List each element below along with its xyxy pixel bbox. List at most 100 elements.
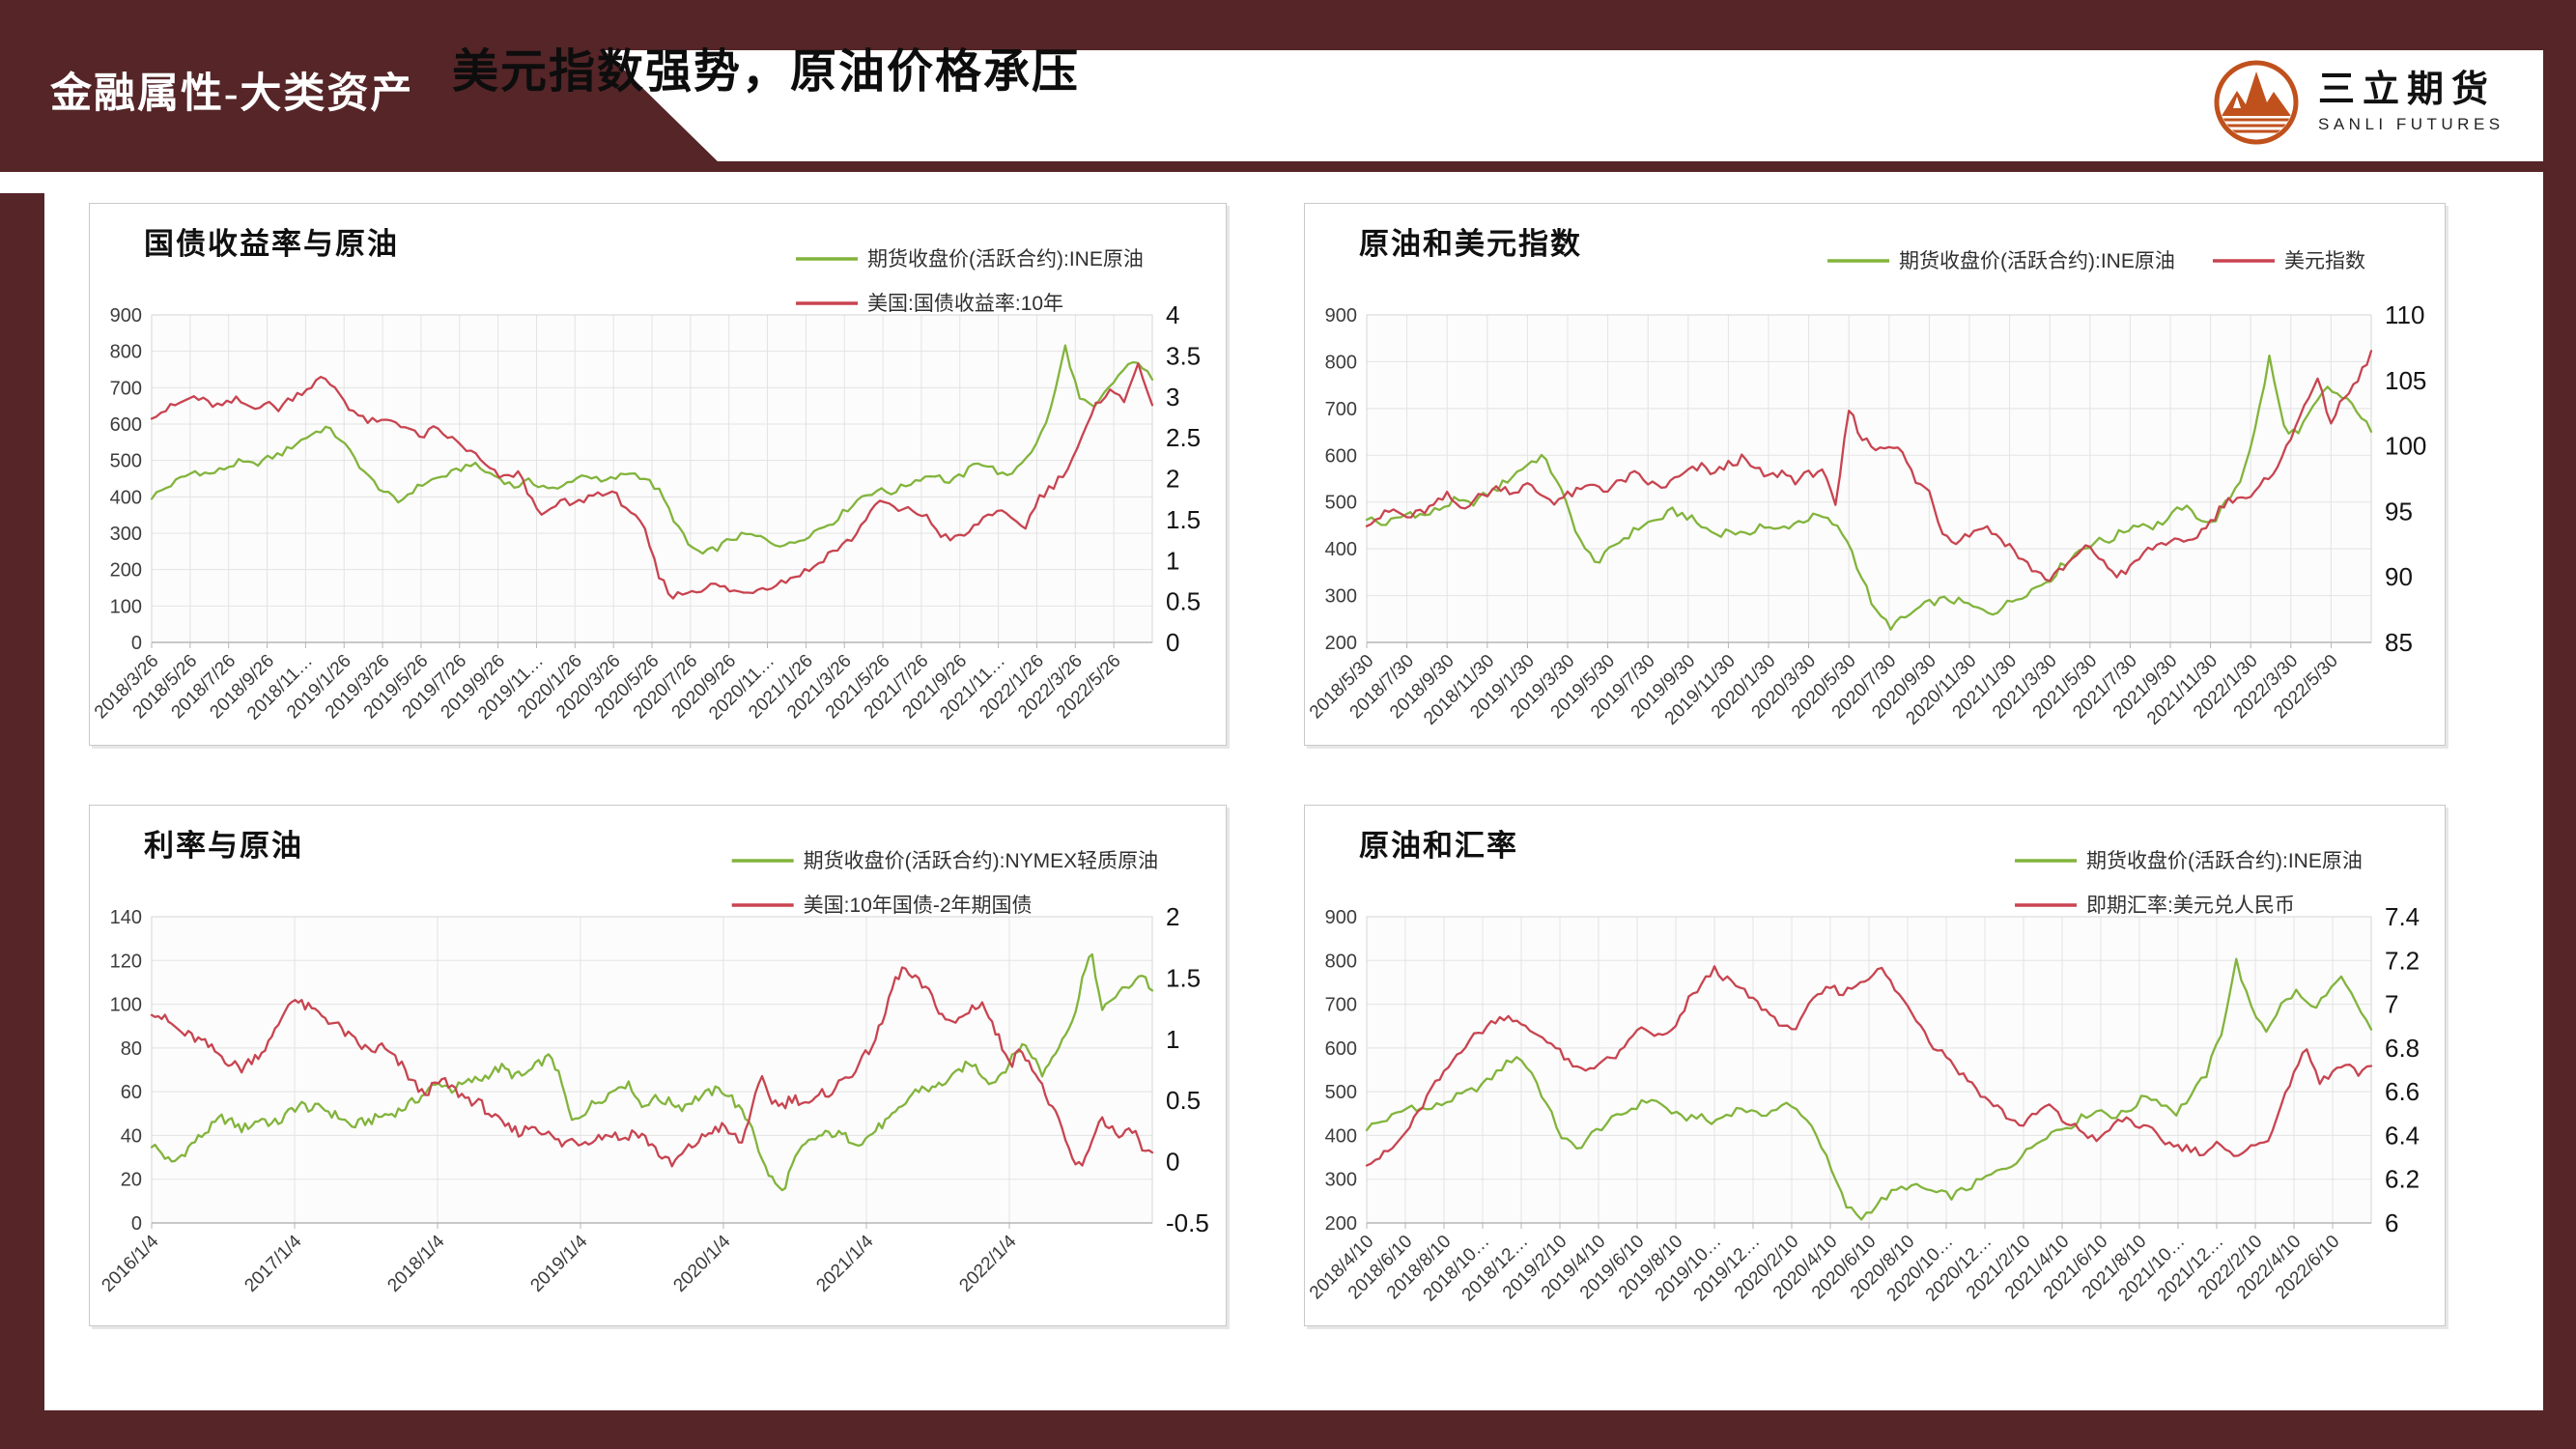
svg-text:400: 400: [110, 487, 142, 508]
svg-text:100: 100: [2385, 432, 2426, 461]
header-separator: [0, 161, 2543, 172]
svg-text:原油和汇率: 原油和汇率: [1359, 829, 1518, 863]
svg-text:600: 600: [1325, 445, 1357, 467]
svg-text:400: 400: [1325, 1125, 1357, 1147]
svg-text:2.5: 2.5: [1166, 423, 1201, 452]
chart-oil-fx: 900 800 700 600 500 400 300 200 7.4 7.2 7 6.8 6.6 6.4…: [1306, 829, 2420, 1306]
svg-text:120: 120: [110, 951, 142, 972]
svg-text:期货收盘价(活跃合约):INE原油: 期货收盘价(活跃合约):INE原油: [1899, 250, 2175, 272]
svg-text:7: 7: [2385, 990, 2398, 1019]
svg-text:900: 900: [1325, 305, 1357, 327]
svg-text:0: 0: [1166, 628, 1179, 657]
chart-panel-rates-oil: 140 120 100 80 60 40 20 0 2 1.5 1 0.5 0 -0.5 2016/1/4 2…: [89, 805, 1227, 1326]
svg-text:85: 85: [2385, 628, 2413, 657]
svg-text:6.6: 6.6: [2385, 1077, 2420, 1106]
svg-text:105: 105: [2385, 366, 2426, 395]
logo-name-en: SANLI FUTURES: [2318, 114, 2505, 133]
svg-text:期货收盘价(活跃合约):NYMEX轻质原油: 期货收盘价(活跃合约):NYMEX轻质原油: [804, 850, 1158, 872]
svg-text:3: 3: [1166, 383, 1179, 412]
svg-text:500: 500: [1325, 493, 1357, 514]
svg-text:6.2: 6.2: [2385, 1165, 2420, 1194]
svg-text:2019/1/4: 2019/1/4: [526, 1231, 591, 1295]
svg-text:700: 700: [1325, 399, 1357, 420]
svg-text:原油和美元指数: 原油和美元指数: [1359, 227, 1582, 261]
svg-text:900: 900: [110, 305, 142, 327]
svg-text:200: 200: [1325, 633, 1357, 654]
svg-text:2016/1/4: 2016/1/4: [98, 1231, 162, 1295]
svg-text:国债收益率与原油: 国债收益率与原油: [144, 227, 399, 261]
svg-text:1.5: 1.5: [1166, 505, 1201, 534]
chart-treasury-yield-oil: 900 800 700 600 500 400 300 200 100 0 4 3.5 3 2.5 2 1.5…: [91, 227, 1201, 724]
frame-left-strip: [0, 193, 44, 1449]
svg-text:200: 200: [1325, 1213, 1357, 1235]
svg-text:7.2: 7.2: [2385, 946, 2420, 975]
svg-text:500: 500: [1325, 1082, 1357, 1103]
company-logo: 三立期货 SANLI FUTURES: [2212, 58, 2505, 147]
frame-bottom-strip: [0, 1410, 2576, 1449]
svg-text:3.5: 3.5: [1166, 341, 1201, 370]
svg-text:美国:10年国债-2年期国债: 美国:10年国债-2年期国债: [804, 895, 1033, 917]
svg-text:6: 6: [2385, 1208, 2398, 1237]
svg-text:700: 700: [1325, 995, 1357, 1016]
svg-text:美元指数: 美元指数: [2284, 250, 2365, 272]
svg-text:90: 90: [2385, 562, 2413, 591]
section-banner-label: 金融属性-大类资产: [50, 71, 414, 117]
svg-text:700: 700: [110, 378, 142, 399]
svg-text:300: 300: [1325, 1170, 1357, 1191]
svg-text:40: 40: [121, 1125, 142, 1147]
logo-text-block: 三立期货 SANLI FUTURES: [2318, 70, 2505, 134]
svg-text:900: 900: [1325, 907, 1357, 928]
svg-text:0: 0: [131, 633, 142, 654]
svg-text:-0.5: -0.5: [1166, 1208, 1209, 1237]
chart-panel-treasury-yield-oil: 900 800 700 600 500 400 300 200 100 0 4 3.5 3 2.5 2 1.5…: [89, 203, 1227, 746]
svg-text:4: 4: [1166, 300, 1179, 329]
svg-text:800: 800: [110, 342, 142, 363]
svg-text:600: 600: [1325, 1038, 1357, 1060]
page-title: 美元指数强势，原油价格承压: [452, 46, 1081, 98]
svg-text:即期汇率:美元兑人民币: 即期汇率:美元兑人民币: [2086, 895, 2295, 917]
svg-text:800: 800: [1325, 951, 1357, 972]
svg-text:7.4: 7.4: [2385, 902, 2420, 931]
svg-text:140: 140: [110, 907, 142, 928]
chart-oil-dollar-index: 9008007006005004003002001101051009590852…: [1306, 227, 2426, 729]
chart-panel-oil-dollar-index: 900 800 700 600 500 400 300 200 110 105 100 95 90 85 2…: [1304, 203, 2446, 746]
svg-text:800: 800: [1325, 352, 1357, 373]
svg-text:100: 100: [110, 995, 142, 1016]
svg-text:300: 300: [110, 524, 142, 545]
svg-text:2018/1/4: 2018/1/4: [383, 1231, 448, 1295]
svg-text:300: 300: [1325, 586, 1357, 608]
svg-text:400: 400: [1325, 539, 1357, 560]
svg-text:6.4: 6.4: [2385, 1121, 2420, 1150]
svg-text:600: 600: [110, 414, 142, 436]
svg-text:100: 100: [110, 596, 142, 617]
svg-text:0.5: 0.5: [1166, 1086, 1201, 1115]
svg-text:1: 1: [1166, 546, 1179, 575]
svg-text:2: 2: [1166, 465, 1179, 494]
svg-text:2021/1/4: 2021/1/4: [812, 1231, 877, 1295]
svg-text:1: 1: [1166, 1025, 1179, 1054]
chart-rates-oil: 140 120 100 80 60 40 20 0 2 1.5 1 0.5 0 -0.5 2016/1/4 2…: [98, 829, 1209, 1296]
frame-right-strip: [2543, 0, 2576, 1449]
svg-text:0: 0: [1166, 1148, 1179, 1177]
svg-text:2022/1/4: 2022/1/4: [955, 1231, 1020, 1295]
svg-text:利率与原油: 利率与原油: [144, 829, 303, 863]
logo-name-cn: 三立期货: [2318, 70, 2497, 111]
svg-text:美国:国债收益率:10年: 美国:国债收益率:10年: [867, 293, 1063, 315]
svg-text:期货收盘价(活跃合约):INE原油: 期货收盘价(活跃合约):INE原油: [2086, 850, 2363, 872]
chart-panel-oil-fx: 900 800 700 600 500 400 300 200 7.4 7.2 7 6.8 6.6 6.4…: [1304, 805, 2446, 1326]
svg-text:500: 500: [110, 451, 142, 472]
svg-text:期货收盘价(活跃合约):INE原油: 期货收盘价(活跃合约):INE原油: [867, 248, 1144, 270]
svg-text:60: 60: [121, 1082, 142, 1103]
svg-text:200: 200: [110, 560, 142, 582]
svg-text:20: 20: [121, 1170, 142, 1191]
svg-text:95: 95: [2385, 497, 2413, 526]
svg-text:2017/1/4: 2017/1/4: [241, 1231, 305, 1295]
svg-text:6.8: 6.8: [2385, 1034, 2420, 1063]
svg-text:0.5: 0.5: [1166, 587, 1201, 616]
svg-text:2020/1/4: 2020/1/4: [669, 1231, 734, 1295]
svg-text:0: 0: [131, 1213, 142, 1235]
svg-text:80: 80: [121, 1038, 142, 1060]
svg-text:2: 2: [1166, 902, 1179, 931]
logo-mountain-icon: [2214, 60, 2299, 145]
